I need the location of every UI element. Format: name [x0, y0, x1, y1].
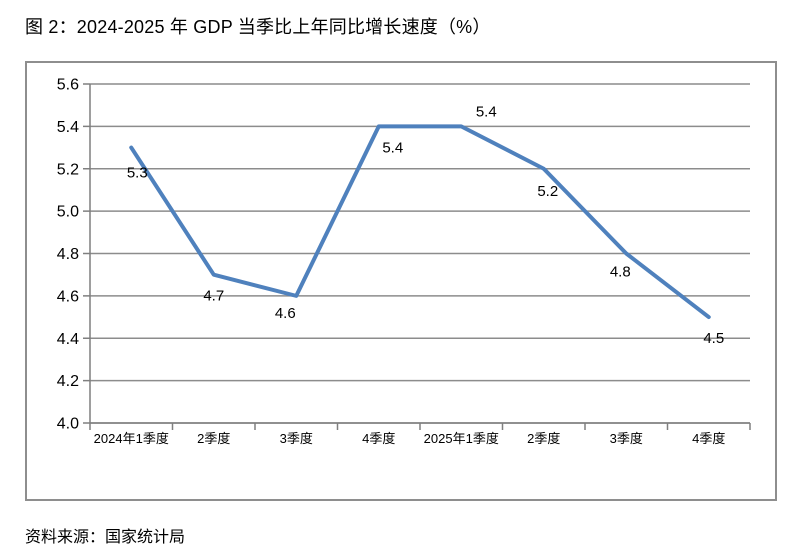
x-tick-label: 3季度 — [610, 431, 643, 446]
y-tick-label: 4.2 — [57, 373, 79, 390]
x-tick-label: 4季度 — [692, 431, 725, 446]
y-tick-label: 4.0 — [57, 416, 79, 433]
y-tick-label: 5.4 — [57, 119, 79, 136]
chart-canvas: 4.0 4.2 4.4 4.6 4.8 5.0 5.2 5.4 5.6 2024年1季度 2季度 3季… — [25, 61, 777, 501]
x-tick-label: 3季度 — [280, 431, 313, 446]
y-tick-label: 4.4 — [57, 331, 79, 348]
series-line — [129, 124, 711, 320]
x-tick-label: 4季度 — [362, 431, 395, 446]
data-label: 5.2 — [537, 183, 558, 200]
data-label: 4.8 — [610, 264, 631, 281]
data-label: 4.7 — [203, 288, 224, 305]
gdp-line-chart: 4.0 4.2 4.4 4.6 4.8 5.0 5.2 5.4 5.6 2024年1季度 2季度 3季… — [25, 61, 777, 501]
chart-border — [25, 61, 777, 501]
source-note: 资料来源：国家统计局 — [25, 529, 186, 546]
y-tick-label: 4.8 — [57, 246, 79, 263]
data-label: 4.6 — [275, 305, 296, 322]
y-tick-label: 5.2 — [57, 161, 79, 178]
x-tick-label: 2季度 — [527, 431, 560, 446]
y-tick-label: 5.0 — [57, 204, 79, 221]
figure-title: 图 2：2024-2025 年 GDP 当季比上年同比增长速度（%） — [25, 17, 491, 37]
y-tick-label: 5.6 — [57, 77, 79, 94]
data-label: 4.5 — [703, 330, 724, 347]
x-tick-label: 2024年1季度 — [94, 431, 169, 446]
y-tick-label: 4.6 — [57, 288, 79, 305]
data-label: 5.4 — [382, 139, 403, 156]
x-tick-label: 2025年1季度 — [424, 431, 499, 446]
data-label: 5.3 — [127, 165, 148, 182]
data-label: 5.4 — [476, 103, 497, 120]
x-tick-label: 2季度 — [197, 431, 230, 446]
